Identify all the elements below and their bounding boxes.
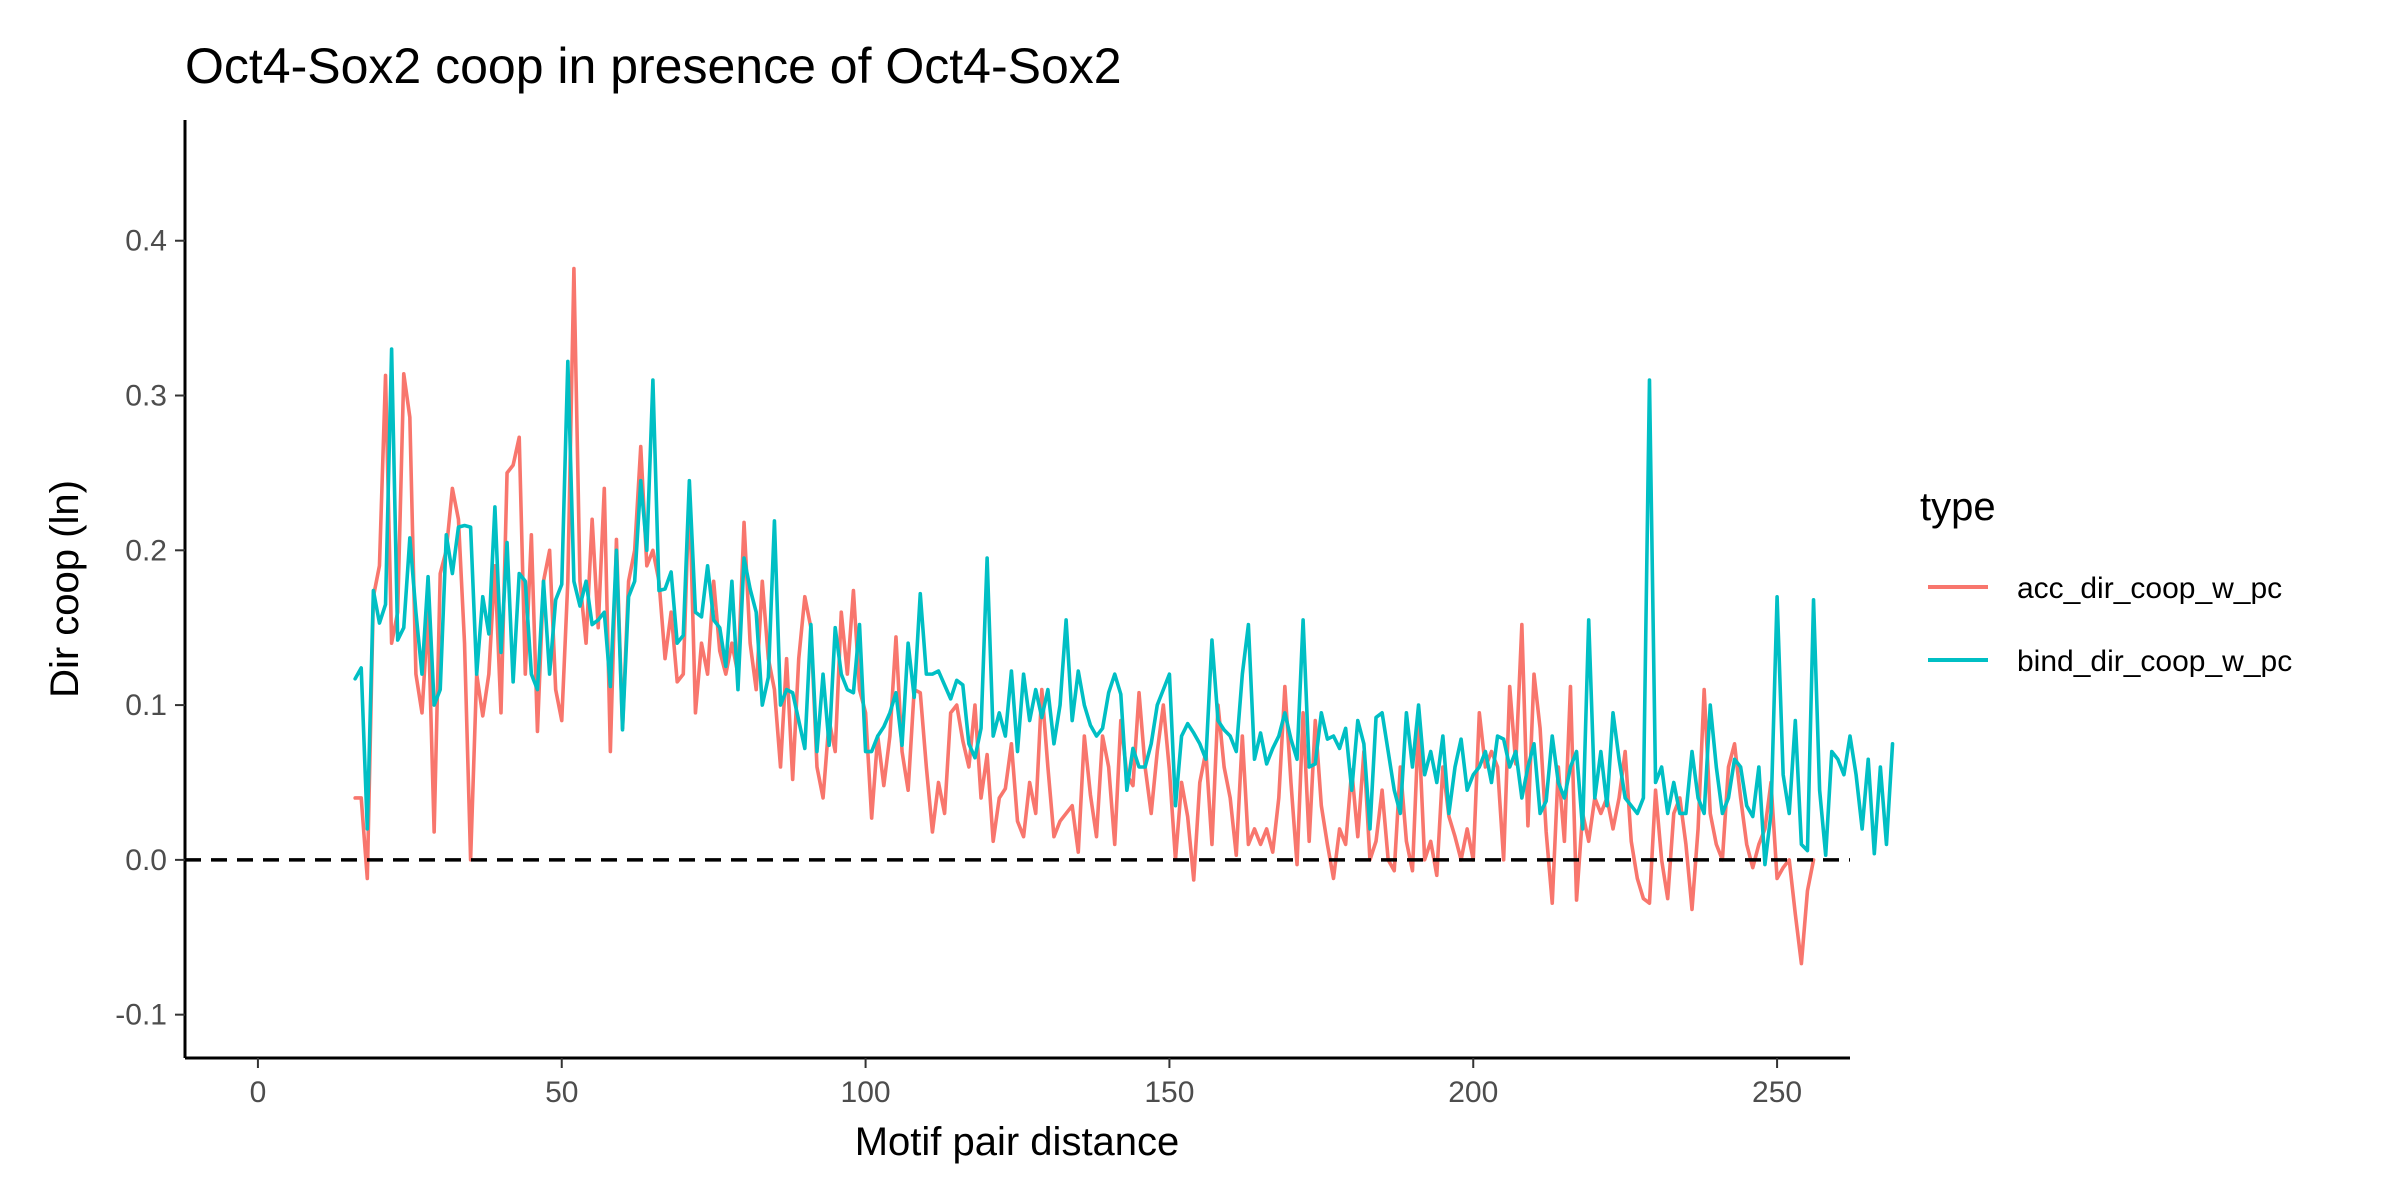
y-tick-label: 0.4 [125, 225, 167, 258]
y-axis-title: Dir coop (ln) [43, 480, 87, 698]
y-tick-label: 0.0 [125, 844, 167, 877]
y-axis-ticks: -0.1 0.0 0.1 0.2 0.3 0.4 [115, 225, 185, 1032]
plot-area [185, 266, 1895, 966]
x-tick-label: 200 [1448, 1076, 1498, 1109]
legend: type acc_dir_coop_w_pc bind_dir_coop_w_p… [1920, 485, 2292, 678]
x-tick-label: 0 [250, 1076, 267, 1109]
x-tick-label: 250 [1752, 1076, 1802, 1109]
y-tick-label: 0.1 [125, 689, 167, 722]
x-axis-ticks: 0 50 100 150 200 250 [250, 1058, 1802, 1109]
y-tick-label: -0.1 [115, 999, 167, 1032]
legend-label-acc: acc_dir_coop_w_pc [2017, 572, 2282, 605]
series-line-0 [353, 266, 1816, 966]
x-tick-label: 100 [841, 1076, 891, 1109]
chart-title: Oct4-Sox2 coop in presence of Oct4-Sox2 [185, 38, 1122, 94]
x-tick-label: 50 [545, 1076, 578, 1109]
x-axis-title: Motif pair distance [855, 1120, 1180, 1164]
y-tick-label: 0.2 [125, 534, 167, 567]
legend-title: type [1920, 485, 1996, 529]
legend-label-bind: bind_dir_coop_w_pc [2017, 645, 2292, 678]
series-line-1 [353, 347, 1895, 867]
x-tick-label: 150 [1144, 1076, 1194, 1109]
y-tick-label: 0.3 [125, 380, 167, 413]
